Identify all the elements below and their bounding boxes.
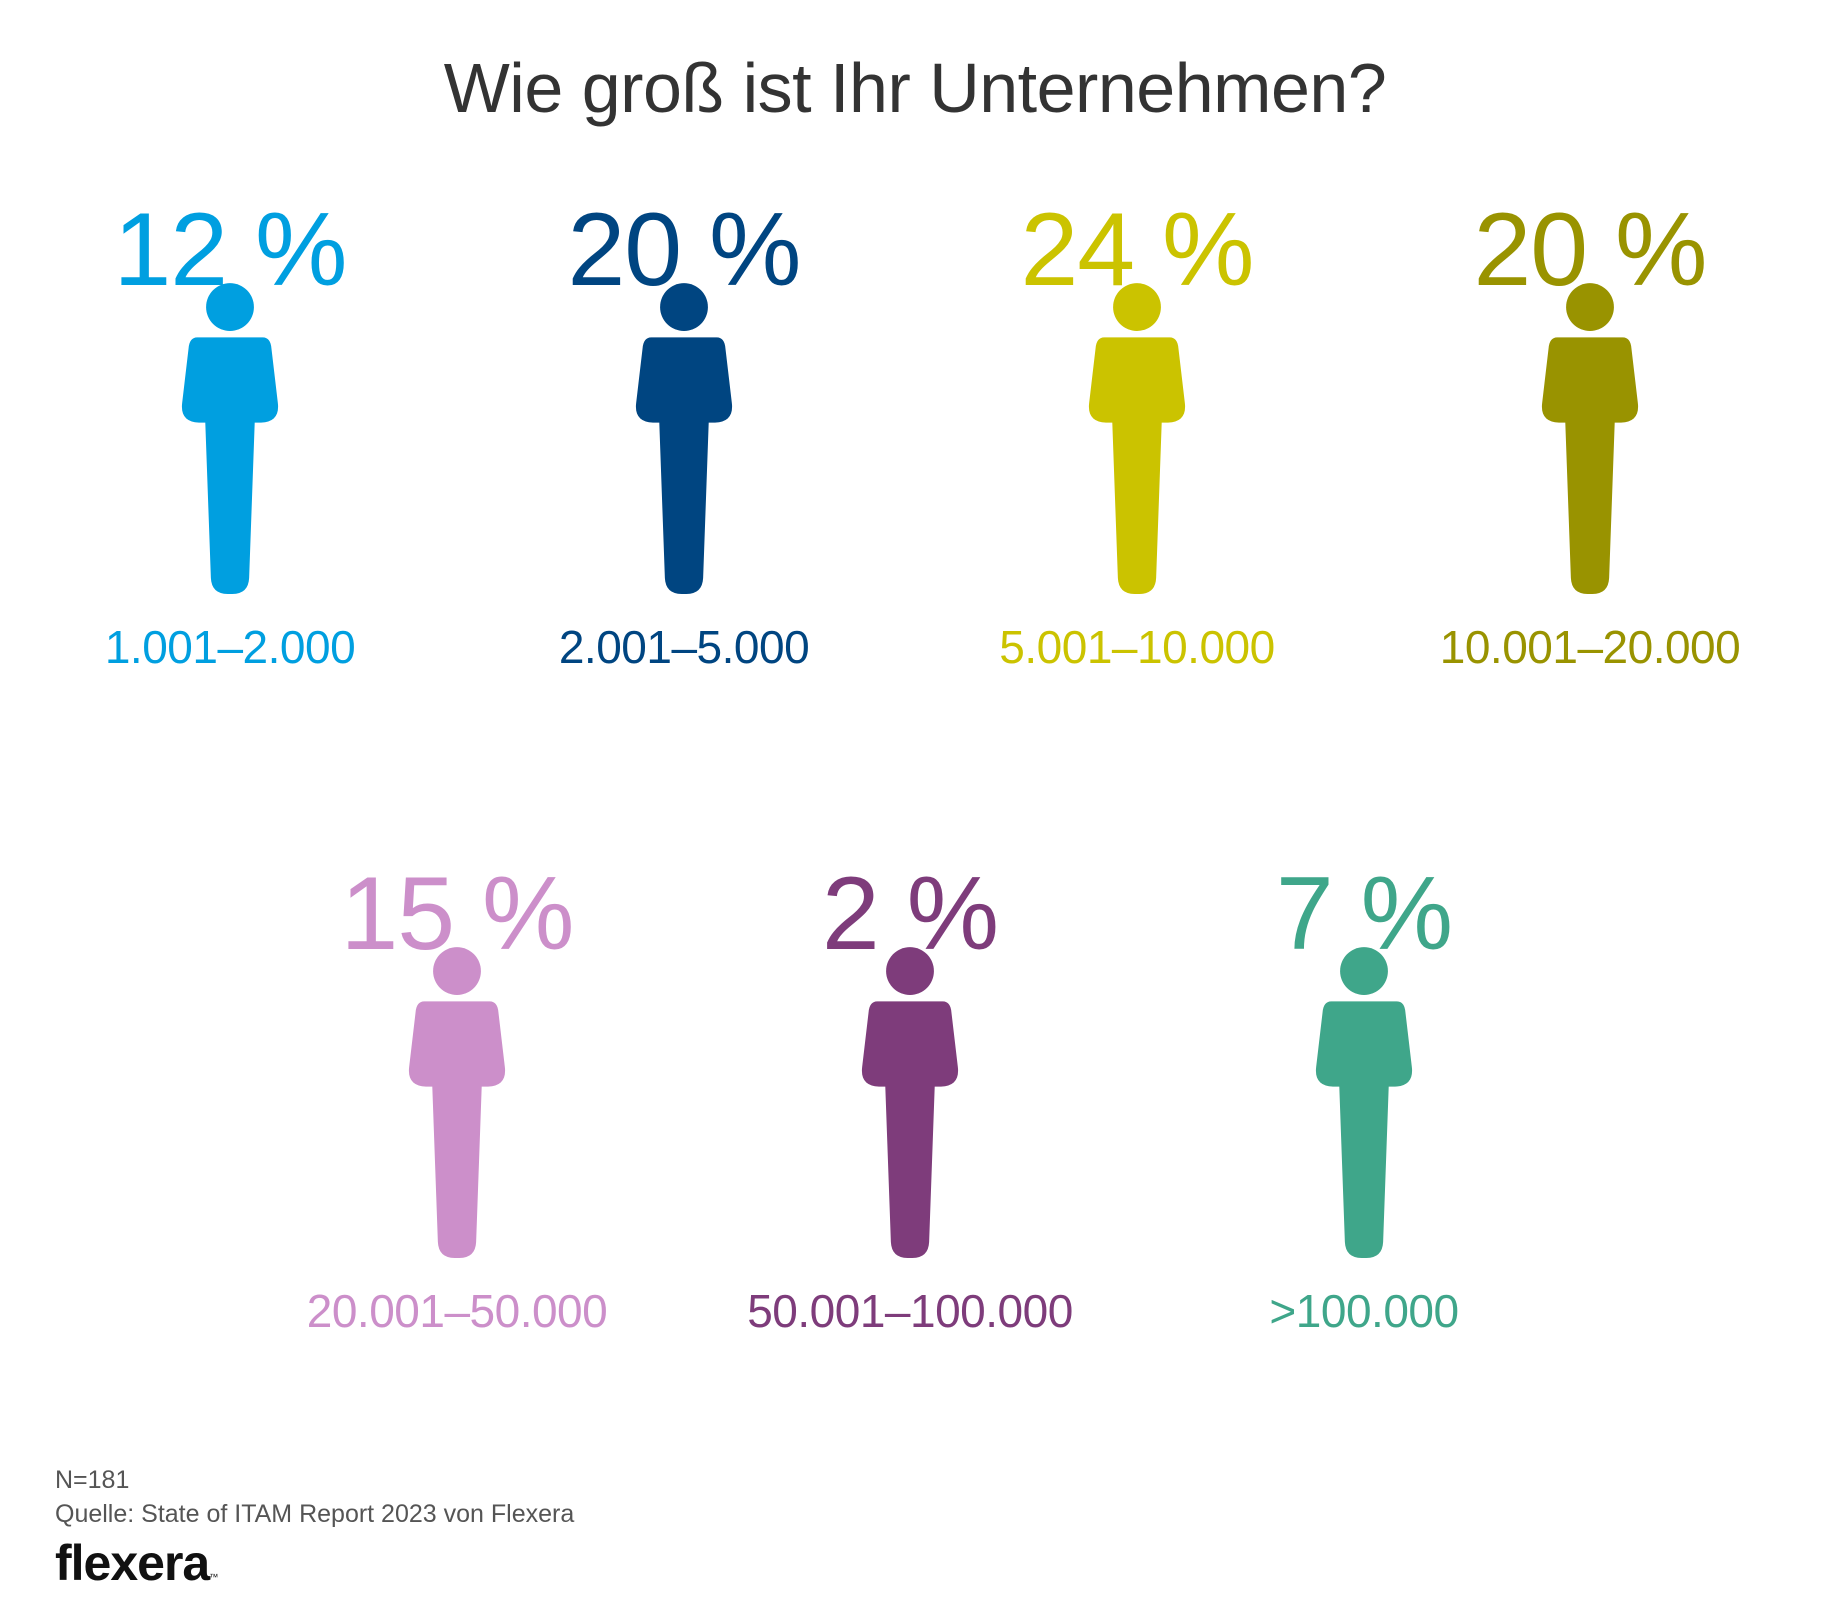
size-category-item: 7 % >100.000 [1144,862,1584,1334]
company-size-range-label: >100.000 [1269,1285,1459,1337]
person-body [861,1001,959,1258]
person-icon [1088,283,1186,594]
person-icon [635,283,733,594]
person-head [1340,947,1388,995]
company-size-range-label: 20.001–50.000 [306,1285,608,1337]
company-size-range-label: 10.001–20.000 [1439,621,1741,673]
person-icon [861,947,959,1258]
size-category-item: 15 % 20.001–50.000 [237,862,677,1334]
trademark-symbol: ™ [209,1572,218,1582]
sample-size-note: N=181 [55,1466,130,1494]
person-head [660,283,708,331]
person-icon [408,947,506,1258]
person-head [886,947,934,995]
logo-text: flexera [55,1535,210,1591]
chart-title: Wie groß ist Ihr Unternehmen? [443,49,1387,127]
person-body [1088,337,1186,594]
company-size-range-label: 1.001–2.000 [104,621,356,673]
person-icon [1315,947,1413,1258]
person-icon [181,283,279,594]
person-body [635,337,733,594]
flexera-logo: flexera™ [55,1534,218,1592]
person-head [1566,283,1614,331]
company-size-range-label: 50.001–100.000 [747,1285,1073,1337]
person-head [206,283,254,331]
size-category-item: 2 % 50.001–100.000 [690,862,1130,1334]
company-size-range-label: 5.001–10.000 [999,621,1275,673]
person-body [181,337,279,594]
source-note: Quelle: State of ITAM Report 2023 von Fl… [55,1500,575,1528]
person-body [408,1001,506,1258]
person-head [1113,283,1161,331]
person-body [1315,1001,1413,1258]
size-category-item: 20 % 2.001–5.000 [464,198,904,670]
person-icon [1541,283,1639,594]
person-head [433,947,481,995]
company-size-range-label: 2.001–5.000 [558,621,810,673]
size-category-item: 20 % 10.001–20.000 [1370,198,1810,670]
size-category-item: 12 % 1.001–2.000 [10,198,450,670]
size-category-item: 24 % 5.001–10.000 [917,198,1357,670]
person-body [1541,337,1639,594]
